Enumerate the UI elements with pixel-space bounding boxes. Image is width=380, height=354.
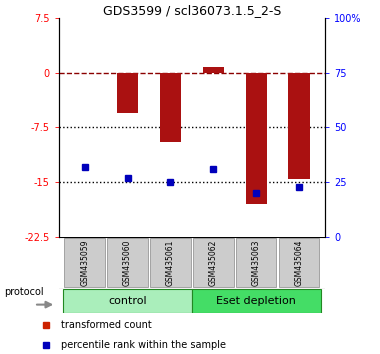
Text: Eset depletion: Eset depletion	[216, 296, 296, 306]
Text: GSM435063: GSM435063	[252, 240, 261, 286]
Bar	[117, 73, 138, 113]
Bar	[160, 73, 181, 142]
Bar	[192, 289, 321, 313]
Bar	[279, 238, 319, 287]
Bar	[65, 238, 105, 287]
Text: GSM435064: GSM435064	[294, 240, 304, 286]
Text: percentile rank within the sample: percentile rank within the sample	[61, 340, 226, 350]
Bar	[245, 73, 267, 204]
Bar	[288, 73, 310, 179]
Text: GSM435059: GSM435059	[80, 240, 89, 286]
Bar	[193, 238, 234, 287]
Text: transformed count: transformed count	[61, 320, 152, 330]
Text: control: control	[108, 296, 147, 306]
Bar	[236, 238, 276, 287]
Bar	[108, 238, 148, 287]
Bar	[150, 238, 191, 287]
Text: GSM435061: GSM435061	[166, 240, 175, 286]
Bar	[63, 289, 192, 313]
Text: GSM435060: GSM435060	[123, 240, 132, 286]
Title: GDS3599 / scl36073.1.5_2-S: GDS3599 / scl36073.1.5_2-S	[103, 4, 281, 17]
Text: GSM435062: GSM435062	[209, 240, 218, 286]
Bar	[203, 67, 224, 73]
Text: protocol: protocol	[4, 287, 43, 297]
